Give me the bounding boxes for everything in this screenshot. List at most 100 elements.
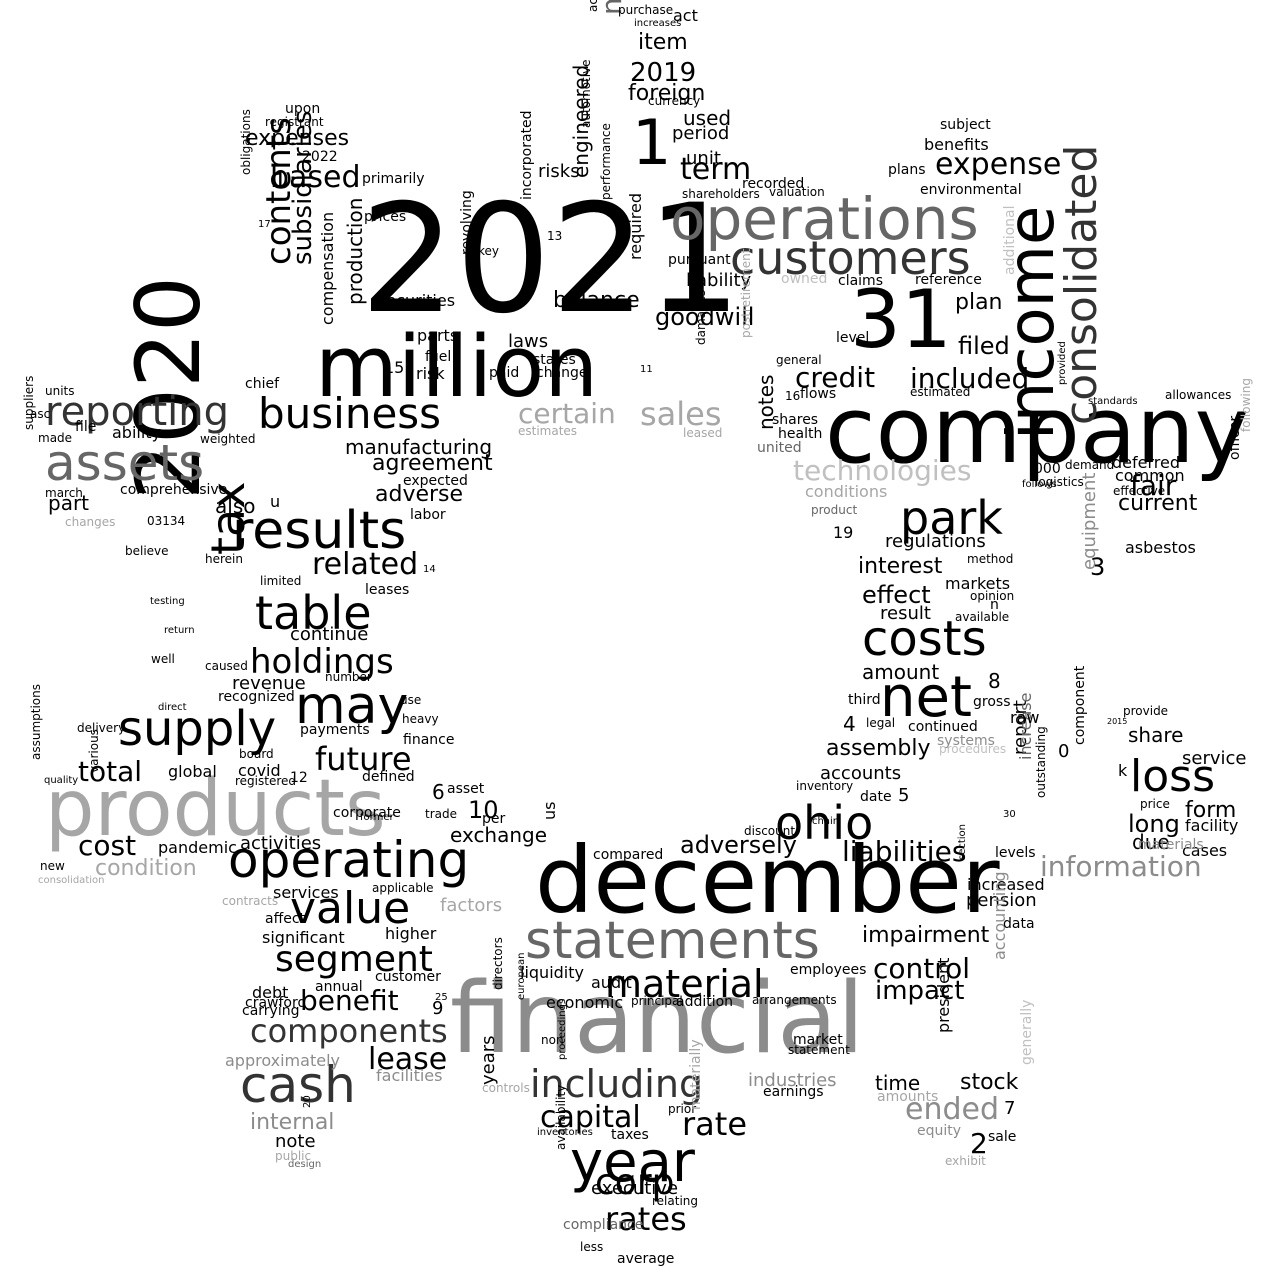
cloud-word: upon [285, 101, 321, 117]
cloud-word: operations [670, 185, 979, 253]
cloud-word: risks [538, 161, 580, 182]
cloud-word: 2 [970, 1127, 988, 1160]
cloud-word: costs [862, 611, 987, 667]
cloud-word: labor [410, 507, 446, 523]
cloud-word: including [530, 1062, 704, 1106]
cloud-word: item [638, 30, 688, 55]
cloud-word: adverse [375, 482, 464, 507]
cloud-word: affect [265, 911, 306, 927]
cloud-word: period [672, 123, 730, 144]
cloud-word: defined [362, 769, 415, 785]
cloud-word: public [275, 1149, 312, 1163]
cloud-word: claims [838, 273, 883, 289]
cloud-word: result [880, 603, 931, 624]
cloud-word: year [570, 1130, 695, 1195]
cloud-word: fair [1130, 469, 1177, 502]
cloud-word: leased [683, 426, 723, 440]
cloud-word: logistics [1035, 475, 1084, 489]
cloud-word: current [1118, 491, 1198, 516]
cloud-word: 3 [1090, 553, 1106, 581]
cloud-word: ability [112, 423, 162, 442]
cloud-word: sales [640, 395, 722, 433]
cloud-word: outstanding [1034, 726, 1048, 798]
cloud-word: used [683, 106, 732, 130]
cloud-word: 15 [384, 358, 405, 377]
cloud-word: part [48, 491, 90, 515]
cloud-word: balance [553, 288, 640, 313]
cloud-word: inventories [537, 1127, 593, 1138]
cloud-word: component [1072, 665, 1088, 745]
cloud-word: 11 [640, 364, 653, 375]
cloud-word: goodwill [655, 303, 755, 331]
cloud-word: facilities [376, 1066, 443, 1085]
cloud-word: filed [958, 332, 1010, 360]
cloud-word: 9 [432, 998, 444, 1019]
cloud-word: long [1128, 810, 1180, 838]
cloud-word: liquidity [520, 963, 584, 982]
cloud-word: subject [940, 117, 991, 133]
cloud-word: increased [967, 875, 1045, 894]
cloud-word: december [535, 827, 1000, 934]
cloud-word: change [536, 365, 588, 381]
cloud-word: price [1140, 797, 1170, 811]
cloud-word: material [605, 962, 764, 1006]
cloud-word: adversely [680, 831, 797, 859]
cloud-word: product [811, 503, 858, 517]
cloud-word: obligations [239, 109, 253, 175]
cloud-word: chain [812, 816, 840, 827]
cloud-word: levels [995, 845, 1036, 861]
cloud-word: recorded [742, 176, 805, 192]
cloud-word: finance [403, 732, 455, 748]
cloud-word: suppliers [22, 375, 36, 430]
cloud-word: estimated [910, 385, 971, 399]
cloud-word: covid [238, 761, 281, 780]
cloud-word: related [312, 547, 419, 582]
cloud-word: plan [955, 290, 1003, 315]
cloud-word: leases [365, 582, 410, 598]
cloud-word: amount [862, 660, 940, 684]
cloud-word: business [258, 389, 442, 438]
cloud-word: capital [540, 1100, 641, 1135]
cloud-word: carrying [242, 1003, 300, 1019]
cloud-word: materials [1138, 837, 1204, 853]
cloud-word: cases [1182, 841, 1228, 860]
cloud-word: internal [250, 1110, 335, 1135]
cloud-word: 2015 [1107, 717, 1128, 726]
cloud-word: availability [554, 1084, 568, 1150]
cloud-word: contracts [222, 894, 279, 908]
cloud-word: applicable [372, 881, 434, 895]
cloud-word: states [533, 352, 576, 368]
cloud-word: significant [262, 928, 345, 947]
cloud-word: use [400, 693, 422, 707]
cloud-word: executive [591, 1178, 679, 1199]
cloud-word: 31 [850, 273, 952, 366]
cloud-word: additional [1002, 205, 1018, 275]
cloud-word: relating [652, 1194, 699, 1208]
cloud-word: number [325, 670, 372, 684]
cloud-word: equity [917, 1123, 962, 1139]
cloud-word: flows [800, 386, 837, 402]
cloud-word: quality [44, 775, 79, 786]
cloud-word: share [1128, 723, 1184, 747]
cloud-word: future [315, 740, 412, 778]
cloud-word: pension [966, 890, 1037, 911]
cloud-word: principal [631, 994, 683, 1008]
cloud-word: actual [586, 0, 600, 12]
cloud-word: well [151, 652, 175, 666]
cloud-word: damages [694, 289, 708, 345]
cloud-word: exchange [450, 823, 548, 847]
cloud-word: benefit [300, 984, 399, 1017]
cloud-word: pursuant [668, 252, 731, 268]
cloud-word: caused [205, 659, 248, 673]
cloud-word: 6 [432, 780, 445, 804]
cloud-word: materially [688, 1039, 704, 1110]
cloud-word: prior [668, 1102, 697, 1116]
cloud-word: cash [240, 1056, 356, 1114]
cloud-word: segment [275, 939, 433, 980]
cloud-word: exhibit [945, 1154, 986, 1168]
cloud-word: new [40, 859, 65, 873]
cloud-word: registrant [265, 115, 324, 129]
cloud-word: operating [228, 831, 470, 889]
cloud-word: effective [1113, 484, 1166, 498]
cloud-word: us [540, 801, 559, 820]
